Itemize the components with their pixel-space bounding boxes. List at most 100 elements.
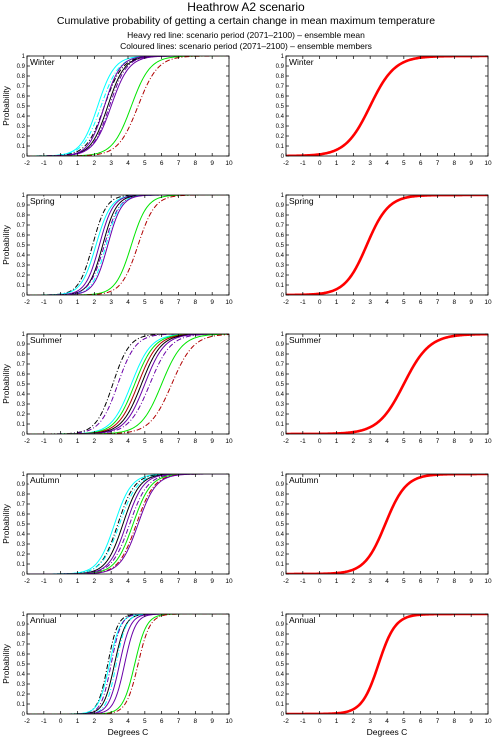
x-tick-label: 7: [436, 578, 440, 585]
x-tick-label: 8: [453, 578, 457, 585]
x-tick-label: 8: [453, 160, 457, 167]
y-tick-label: 0.7: [276, 362, 285, 368]
chart-panel-autumn-members: -2 -1 0 1 2 3 4 5 6 7 8 9 10 0 0.1 0.2 0.3 0.4 0.5 0.6 0.7 0.…: [1, 472, 233, 585]
series-group: [286, 334, 488, 434]
cdf-line-9: [27, 474, 229, 574]
x-tick-label: 3: [368, 438, 372, 445]
x-tick-label: 3: [109, 438, 113, 445]
y-tick-label: 0.8: [17, 213, 26, 219]
x-tick-label: -1: [300, 718, 306, 725]
panel-label: Summer: [289, 335, 321, 345]
x-tick-label: -2: [283, 299, 289, 306]
cdf-line-3: [27, 56, 229, 156]
y-tick-label: 0.4: [276, 253, 285, 259]
x-tick-label: 1: [335, 299, 339, 306]
x-tick-label: 2: [93, 160, 97, 167]
y-tick-label: 0: [22, 712, 26, 718]
y-tick-label: 0.7: [276, 223, 285, 229]
x-tick-label: -1: [300, 160, 306, 167]
y-tick-label: 0.9: [17, 64, 26, 70]
x-tick-label: 10: [225, 438, 233, 445]
y-tick-label: 0.9: [17, 482, 26, 488]
y-tick-label: 0.1: [17, 702, 26, 708]
y-tick-label: 0.4: [17, 392, 26, 398]
x-tick-label: 8: [194, 718, 198, 725]
y-tick-label: 0.8: [17, 74, 26, 80]
y-tick-label: 0.6: [17, 372, 26, 378]
x-tick-label: 0: [59, 718, 63, 725]
panel-label: Annual: [30, 615, 57, 625]
x-tick-label: 8: [194, 578, 198, 585]
x-tick-label: 0: [59, 160, 63, 167]
y-tick-label: 0: [22, 572, 26, 578]
x-tick-label: -1: [41, 718, 47, 725]
y-tick-label: 0.1: [17, 283, 26, 289]
cdf-line-6: [27, 195, 229, 295]
y-tick-label: 0.4: [276, 532, 285, 538]
x-tick-label: 8: [453, 718, 457, 725]
x-tick-label: 4: [126, 160, 130, 167]
x-tick-label: 5: [143, 160, 147, 167]
x-tick-label: 0: [59, 438, 63, 445]
y-tick-label: 0.7: [17, 84, 26, 90]
x-tick-label: -1: [300, 578, 306, 585]
x-tick-label: 1: [335, 718, 339, 725]
x-tick-label: -1: [300, 438, 306, 445]
panel-label: Annual: [289, 615, 316, 625]
x-tick-label: 7: [177, 718, 181, 725]
y-tick-label: 0.2: [17, 692, 26, 698]
y-tick-label: 1: [281, 472, 285, 478]
y-tick-label: 0.7: [17, 362, 26, 368]
figure-subtitle: Cumulative probability of getting a cert…: [56, 15, 436, 27]
y-tick-label: 0.8: [276, 74, 285, 80]
plot-frame: [285, 613, 489, 715]
y-tick-label: 0.7: [17, 223, 26, 229]
y-tick-label: 0.4: [17, 114, 26, 120]
y-tick-label: 0.2: [276, 134, 285, 140]
cdf-line-6: [27, 474, 229, 574]
panel-label: Winter: [30, 57, 55, 67]
x-tick-label: 5: [143, 438, 147, 445]
y-tick-label: 0.3: [17, 263, 26, 269]
legend-note-ensemble-mean: Heavy red line: scenario period (2071–21…: [127, 30, 365, 40]
y-tick-label: 0.9: [276, 203, 285, 209]
y-tick-label: 0.1: [276, 562, 285, 568]
x-tick-label: 5: [143, 299, 147, 306]
y-tick-label: 0.5: [17, 104, 26, 110]
legend-note-ensemble-members: Coloured lines: scenario period (2071–21…: [120, 41, 372, 51]
y-tick-label: 0: [22, 154, 26, 160]
y-tick-label: 0.2: [276, 692, 285, 698]
x-tick-label: 2: [352, 718, 356, 725]
x-tick-label: 9: [210, 578, 214, 585]
cdf-line-4: [27, 56, 229, 156]
x-tick-label: 4: [126, 438, 130, 445]
x-tick-label: 4: [385, 299, 389, 306]
chart-panel-summer-mean: -2 -1 0 1 2 3 4 5 6 7 8 9 10 0 0.1 0.2 0.3 0.4 0.5 0.6 0.7 0.…: [276, 332, 492, 445]
cdf-line-5: [27, 474, 229, 574]
cdf-line-7: [27, 614, 229, 714]
x-tick-label: 1: [76, 160, 80, 167]
y-tick-label: 0.1: [17, 562, 26, 568]
series-group: [286, 195, 488, 295]
x-tick-label: 8: [194, 299, 198, 306]
x-tick-label: 6: [419, 578, 423, 585]
x-tick-label: -2: [24, 299, 30, 306]
y-tick-label: 0: [22, 432, 26, 438]
y-tick-label: 0.1: [276, 144, 285, 150]
x-tick-label: 10: [484, 160, 492, 167]
y-tick-label: 0.6: [276, 233, 285, 239]
x-tick-label: 4: [385, 718, 389, 725]
cdf-line-4: [27, 195, 229, 295]
x-tick-label: 5: [402, 578, 406, 585]
x-tick-label: 7: [436, 438, 440, 445]
y-tick-label: 0.3: [17, 402, 26, 408]
x-tick-label: 8: [453, 299, 457, 306]
x-tick-label: 1: [335, 578, 339, 585]
x-tick-label: -1: [41, 299, 47, 306]
y-tick-label: 0.1: [276, 702, 285, 708]
panel-label: Winter: [289, 57, 314, 67]
x-tick-label: 4: [126, 578, 130, 585]
x-tick-label: -1: [41, 438, 47, 445]
x-tick-label: 9: [469, 160, 473, 167]
y-tick-label: 0.8: [276, 632, 285, 638]
